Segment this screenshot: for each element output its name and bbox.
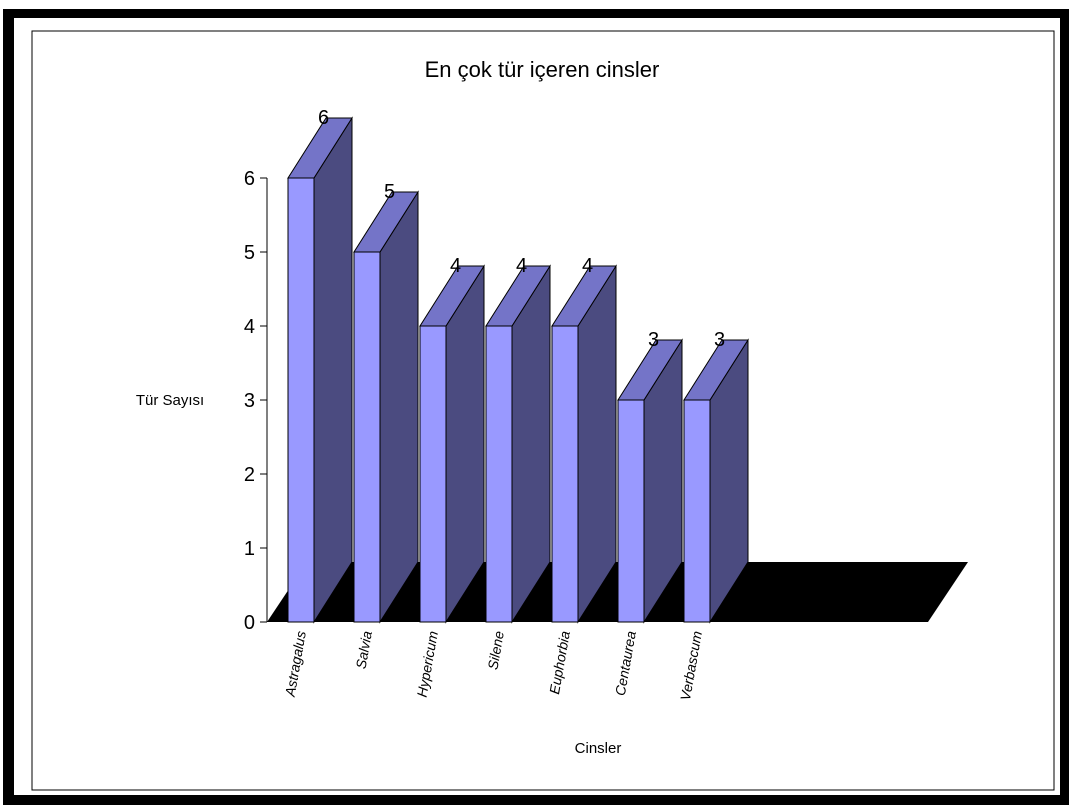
bar-side-face (511, 264, 551, 624)
y-tick-label: 0 (244, 612, 255, 634)
data-label: 4 (582, 255, 593, 277)
bar-silene (485, 264, 551, 624)
data-label: 6 (318, 107, 329, 129)
y-tick-label: 4 (244, 316, 255, 338)
y-axis-label: Tür Sayısı (136, 392, 204, 409)
bar-side-face (379, 190, 419, 624)
x-tick-label: Salvia (353, 630, 375, 671)
bar-hypericum (419, 264, 485, 624)
bar-astragalus (287, 116, 353, 624)
data-label: 3 (648, 329, 659, 351)
bars-layer (287, 116, 749, 624)
data-label: 4 (450, 255, 461, 277)
bar-front-face (287, 177, 315, 623)
bar-front-face (419, 325, 447, 623)
bar-salvia (353, 190, 419, 624)
y-tick-label: 5 (244, 242, 255, 264)
bar-side-face (313, 116, 353, 624)
bar-front-face (353, 251, 381, 623)
bar-front-face (683, 399, 711, 623)
data-label: 3 (714, 329, 725, 351)
bar-centaurea (617, 338, 683, 624)
bar-side-face (445, 264, 485, 624)
y-tick-label: 2 (244, 464, 255, 486)
y-tick-label: 1 (244, 538, 255, 560)
chart-title: En çok tür içeren cinsler (425, 57, 660, 82)
value-labels-layer: 6 5 4 4 4 3 3 (318, 107, 725, 351)
bar-front-face (617, 399, 645, 623)
y-tick-label: 3 (244, 390, 255, 412)
x-axis-label: Cinsler (575, 740, 622, 757)
data-label: 4 (516, 255, 527, 277)
bar-front-face (485, 325, 513, 623)
bar-euphorbia (551, 264, 617, 624)
y-tick-label: 6 (244, 168, 255, 190)
bar-front-face (551, 325, 579, 623)
x-tick-label: Silene (484, 630, 507, 671)
bar-verbascum (683, 338, 749, 624)
bar-side-face (577, 264, 617, 624)
y-axis: 0 1 2 3 4 5 6 (244, 168, 268, 634)
data-label: 5 (384, 181, 395, 203)
